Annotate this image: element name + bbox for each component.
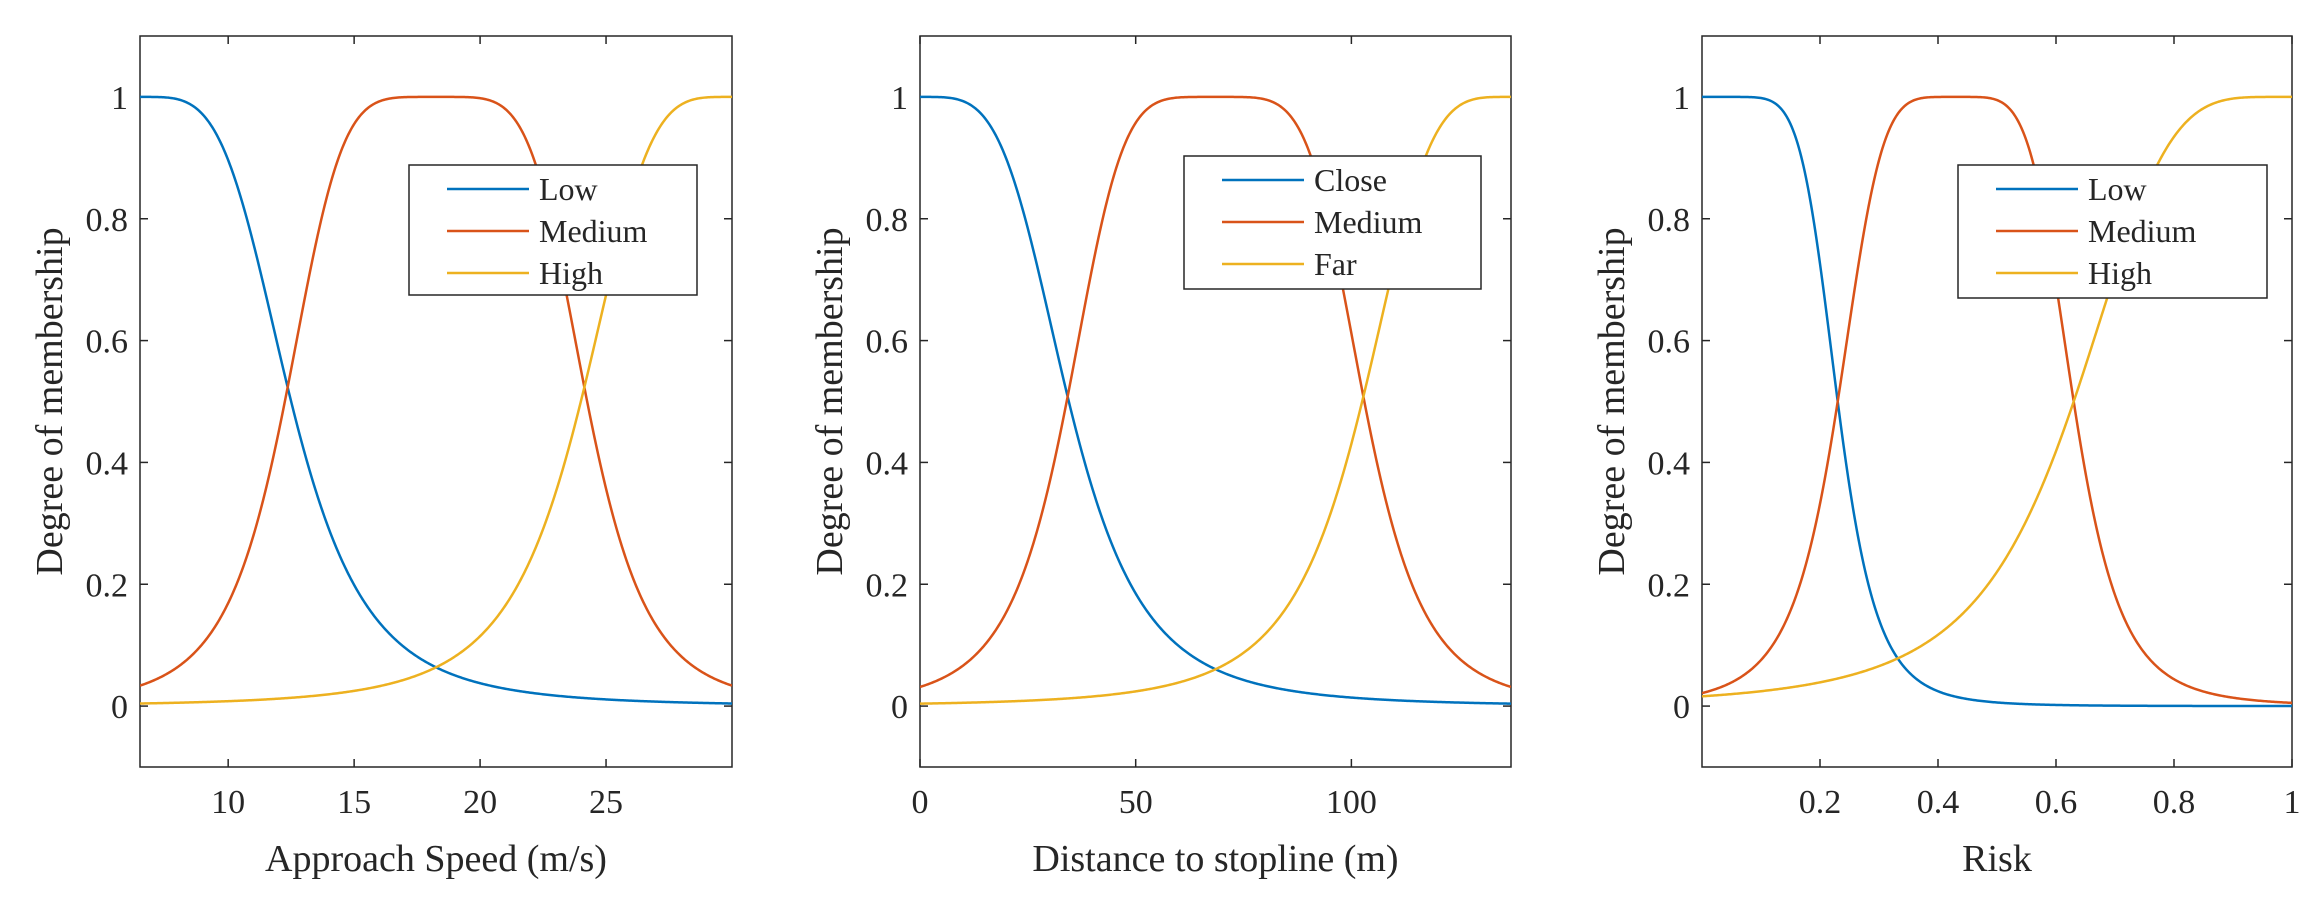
x-tick-label: 0.4: [1917, 784, 1960, 821]
legend-label-high: High: [539, 255, 603, 291]
axes-box: [1701, 35, 2293, 768]
x-tick-label: 0.2: [1799, 784, 1842, 821]
y-tick-label: 0.4: [1648, 445, 1691, 482]
x-tick-label: 0: [912, 784, 929, 821]
y-tick-label: 0.4: [86, 445, 129, 482]
legend-label-medium: Medium: [539, 213, 648, 249]
legend-label-far: Far: [1314, 246, 1357, 282]
series-line-low: [1702, 95, 2292, 708]
x-tick-label: 15: [337, 784, 371, 821]
legend-label-low: Low: [2088, 171, 2147, 207]
legend-label-high: High: [2088, 255, 2152, 291]
y-tick-label: 0.4: [866, 445, 909, 482]
x-tick-label: 0.6: [2035, 784, 2078, 821]
y-axis-label: Degree of membership: [1591, 227, 1633, 575]
x-tick-label: 20: [463, 784, 497, 821]
chart-panel-1: 0 0.2 0.4 0.6 0.8 1 10 15 20 25 Approach Speed (m/…: [29, 35, 733, 880]
x-tick-label: 10: [211, 784, 245, 821]
y-axis-label: Degree of membership: [29, 227, 71, 575]
y-tick-label: 0.6: [866, 324, 909, 361]
legend: Close Medium Far: [1183, 155, 1482, 290]
y-tick-label: 0: [1673, 689, 1690, 726]
y-tick-label: 0.6: [86, 324, 129, 361]
axes-box: [919, 35, 1512, 768]
x-axis-label: Approach Speed (m/s): [265, 838, 607, 880]
y-tick-label: 0.6: [1648, 324, 1691, 361]
chart-panel-2: 0 0.2 0.4 0.6 0.8 1 0 50 100 Distance to stopline…: [809, 35, 1512, 880]
series-line-medium: [140, 95, 732, 687]
legend: Low Medium High: [1957, 164, 2268, 299]
series-line-medium: [1702, 95, 2292, 705]
y-tick-label: 0.8: [1648, 202, 1691, 239]
legend-label-low: Low: [539, 171, 598, 207]
series-line-medium: [920, 95, 1511, 689]
y-axis-label: Degree of membership: [809, 227, 851, 575]
y-tick-label: 1: [891, 80, 908, 117]
y-tick-label: 0.2: [1648, 567, 1691, 604]
y-tick-label: 0.8: [86, 202, 129, 239]
y-tick-label: 0.2: [866, 567, 909, 604]
chart-panel-3: 0 0.2 0.4 0.6 0.8 1 0.2 0.4 0.6 0.8 1 Risk Degree of…: [1591, 35, 2301, 880]
legend-label-medium: Medium: [2088, 213, 2197, 249]
x-tick-label: 100: [1326, 784, 1377, 821]
x-axis-label: Distance to stopline (m): [1032, 838, 1398, 880]
axes-box: [139, 35, 733, 768]
series-line-high: [1702, 95, 2292, 698]
y-tick-label: 1: [1673, 80, 1690, 117]
x-axis-label: Risk: [1962, 838, 2032, 880]
y-tick-label: 0: [891, 689, 908, 726]
x-tick-label: 50: [1119, 784, 1153, 821]
y-tick-label: 0.8: [866, 202, 909, 239]
legend-label-close: Close: [1314, 162, 1387, 198]
legend: Low Medium High: [408, 164, 698, 296]
x-tick-label: 0.8: [2153, 784, 2196, 821]
y-tick-label: 1: [111, 80, 128, 117]
x-tick-label: 25: [589, 784, 623, 821]
x-tick-label: 1: [2284, 784, 2301, 821]
y-tick-label: 0.2: [86, 567, 129, 604]
legend-label-medium: Medium: [1314, 204, 1423, 240]
y-tick-label: 0: [111, 689, 128, 726]
